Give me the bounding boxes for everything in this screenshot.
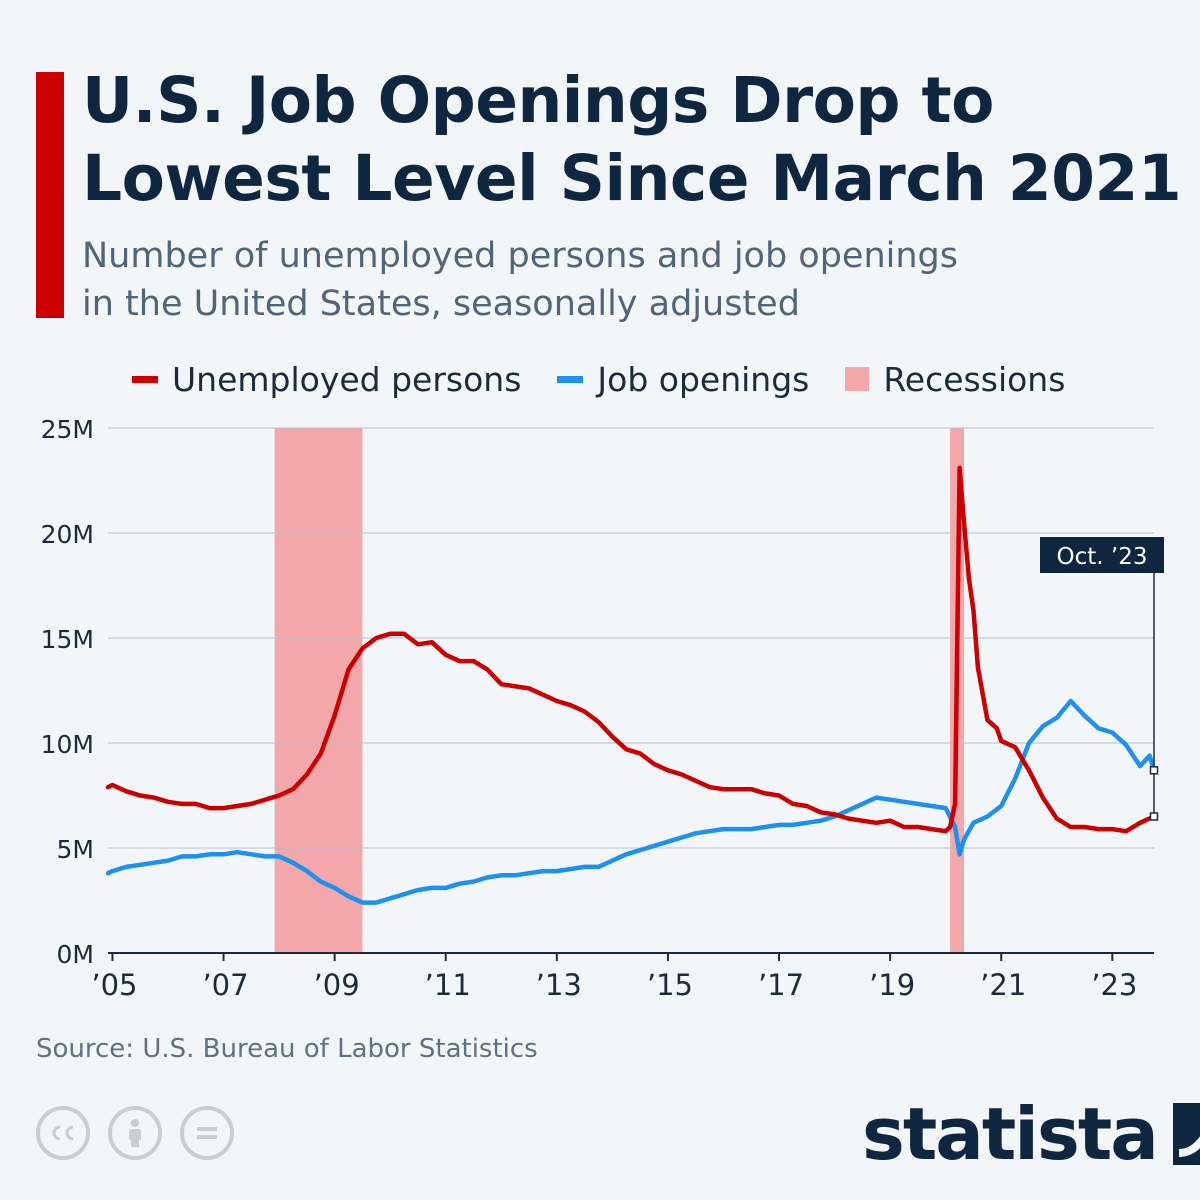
x-tick-label: ’17 <box>758 968 804 1002</box>
x-tick-label: ’07 <box>202 968 248 1002</box>
subtitle-line-2: in the United States, seasonally adjuste… <box>82 284 800 324</box>
source-note: Source: U.S. Bureau of Labor Statistics <box>36 1034 538 1064</box>
legend-item-recessions: Recessions <box>845 360 1065 399</box>
y-tick-label: 20M <box>41 520 94 549</box>
no-derivatives-icon[interactable] <box>180 1106 234 1160</box>
x-tick-label: ’15 <box>647 968 693 1002</box>
page-subtitle: Number of unemployed persons and job ope… <box>82 232 1182 328</box>
legend-swatch-unemployed <box>132 375 158 383</box>
y-tick-label: 25M <box>41 415 94 444</box>
x-tick-label: ’05 <box>91 968 137 1002</box>
annotation-marker-0 <box>1149 766 1159 775</box>
legend-label-openings: Job openings <box>597 359 810 399</box>
y-tick-label: 15M <box>41 625 94 654</box>
legend-label-recessions: Recessions <box>883 359 1066 399</box>
x-tick-label: ’19 <box>869 968 915 1002</box>
cc-icon[interactable] <box>36 1106 90 1160</box>
y-tick-label: 10M <box>41 730 94 759</box>
legend-item-openings: Job openings <box>557 360 809 399</box>
license-icons <box>36 1106 252 1160</box>
annotation-label: Oct. ’23 <box>1057 544 1148 570</box>
annotation-marker-1 <box>1149 812 1159 821</box>
annotation-box <box>1040 537 1164 573</box>
y-tick-label: 5M <box>57 835 94 864</box>
x-tick-label: ’13 <box>536 968 582 1002</box>
attribution-icon[interactable] <box>108 1106 162 1160</box>
title-line-1: U.S. Job Openings Drop to <box>82 64 994 137</box>
recession-band-0 <box>274 428 363 953</box>
statista-logo-icon <box>1172 1103 1200 1165</box>
brand-wordmark: statista <box>862 1092 1159 1176</box>
statista-brand: statista <box>862 1098 1200 1170</box>
page-title: U.S. Job Openings Drop to Lowest Level S… <box>82 62 1182 218</box>
legend-swatch-openings <box>557 375 584 383</box>
series-line-job-openings <box>105 698 1157 905</box>
line-chart: Oct. ’23 0M 5M 10M 15M 20M 25M ’05 ’07 ’09 ’11 ’13… <box>41 415 1164 1002</box>
x-tick-label: ’09 <box>314 968 360 1002</box>
series-line-unemployed-persons <box>105 465 1157 834</box>
y-tick-label: 0M <box>57 940 94 969</box>
title-line-2: Lowest Level Since March 2021 <box>82 142 1182 215</box>
x-tick-label: ’11 <box>425 968 471 1002</box>
legend-swatch-recessions <box>845 367 870 391</box>
x-tick-label: ’23 <box>1091 968 1137 1002</box>
subtitle-line-1: Number of unemployed persons and job ope… <box>82 236 959 276</box>
legend-item-unemployed: Unemployed persons <box>132 360 521 399</box>
chart-legend: Unemployed persons Job openings Recessio… <box>132 356 1101 402</box>
accent-bar <box>36 72 64 318</box>
x-tick-label: ’21 <box>980 968 1026 1002</box>
legend-label-unemployed: Unemployed persons <box>172 359 522 399</box>
